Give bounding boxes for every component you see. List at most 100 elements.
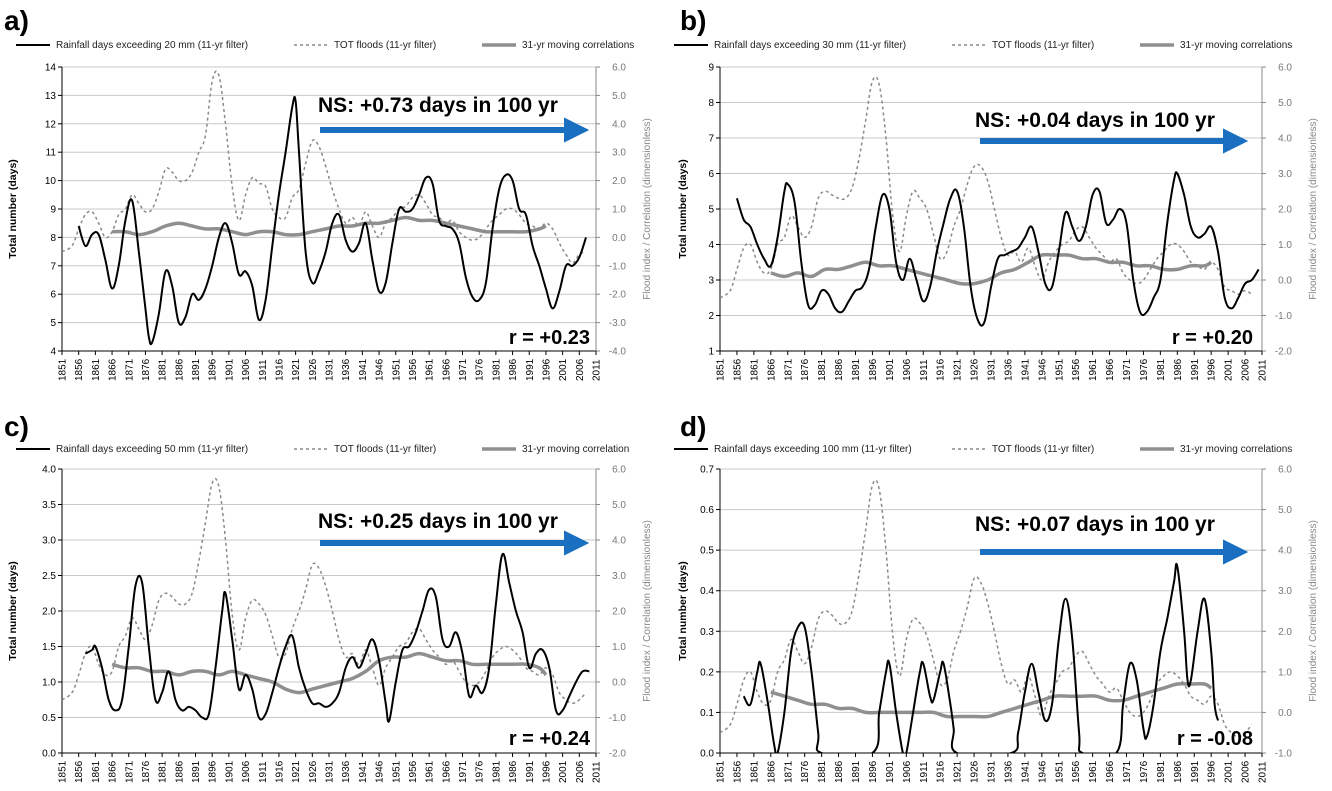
panel-label: a): [4, 5, 29, 36]
x-tick-label: 1936: [1003, 358, 1014, 381]
x-tick-label: 1971: [1122, 358, 1133, 381]
x-tick-label: 1941: [1020, 358, 1031, 381]
y2-tick-label: 2.0: [612, 176, 626, 187]
x-tick-label: 1991: [1190, 760, 1201, 783]
x-tick-label: 2006: [575, 358, 586, 381]
y-tick-label: 0.1: [700, 708, 714, 719]
x-tick-label: 1881: [817, 358, 828, 381]
series-line-floods: [720, 479, 1253, 738]
x-tick-label: 1991: [1190, 358, 1201, 381]
y2-tick-label: 0.0: [1278, 708, 1292, 719]
y2-tick-label: 0.0: [612, 233, 626, 244]
x-tick-label: 1981: [491, 760, 502, 783]
x-tick-label: 1966: [1105, 760, 1116, 783]
x-tick-label: 1916: [274, 358, 285, 381]
x-tick-label: 1996: [1207, 760, 1218, 783]
x-tick-label: 1931: [325, 358, 336, 381]
series-line-floods: [62, 477, 587, 705]
x-tick-label: 1851: [58, 760, 69, 783]
legend-label-rain: Rainfall days exceeding 30 mm (11-yr fil…: [714, 40, 906, 51]
x-tick-label: 1926: [308, 760, 319, 783]
y2-tick-label: 1.0: [612, 642, 626, 653]
legend-label-correlation: 31-yr moving correlations: [522, 40, 634, 51]
y2-tick-label: 6.0: [1278, 465, 1292, 476]
x-tick-label: 1896: [868, 358, 879, 381]
y-tick-label: 6: [50, 290, 56, 301]
y-tick-label: 0.3: [700, 627, 714, 638]
x-tick-label: 1956: [408, 760, 419, 783]
y2-axis-title: Flood index / Correlation (dimensionless…: [1308, 118, 1319, 300]
y2-tick-label: 5.0: [1278, 505, 1292, 516]
x-tick-label: 1996: [541, 760, 552, 783]
x-tick-label: 1856: [74, 760, 85, 783]
x-tick-label: 1996: [1207, 358, 1218, 381]
legend-label-rain: Rainfall days exceeding 100 mm (11-yr fi…: [714, 444, 912, 455]
x-tick-label: 1906: [902, 760, 913, 783]
y-tick-label: 2: [708, 311, 714, 322]
y2-axis-title: Flood index / Correlation (dimensionless…: [642, 118, 653, 300]
y-tick-label: 9: [708, 63, 714, 74]
y2-tick-label: -1.0: [1275, 749, 1293, 760]
y-tick-label: 12: [45, 119, 57, 130]
y2-tick-label: 3.0: [1278, 586, 1292, 597]
x-tick-label: 2006: [1241, 760, 1252, 783]
x-tick-label: 1936: [1003, 760, 1014, 783]
panel-label: c): [4, 411, 29, 442]
panel-label: d): [680, 411, 706, 442]
y2-tick-label: 6.0: [1278, 63, 1292, 74]
correlation-annotation: r = -0.08: [1177, 728, 1253, 750]
x-tick-label: 1851: [58, 358, 69, 381]
x-tick-label: 1921: [953, 760, 964, 783]
y2-tick-label: 3.0: [612, 571, 626, 582]
x-tick-label: 1941: [358, 358, 369, 381]
y-tick-label: 0.4: [700, 586, 714, 597]
x-tick-label: 1931: [987, 760, 998, 783]
x-tick-label: 1921: [291, 760, 302, 783]
x-tick-label: 1916: [936, 358, 947, 381]
x-tick-label: 1956: [1071, 358, 1082, 381]
y2-tick-label: -2.0: [609, 290, 627, 301]
series-line-rainfall: [742, 562, 1219, 753]
y-tick-label: 0.6: [700, 505, 714, 516]
y-tick-label: 13: [45, 91, 57, 102]
trend-annotation: NS: +0.25 days in 100 yr: [318, 510, 558, 533]
y-tick-label: 0.5: [700, 546, 714, 557]
y2-tick-label: 6.0: [612, 465, 626, 476]
x-tick-label: 2011: [1258, 761, 1269, 783]
y-tick-label: 0.7: [700, 465, 714, 476]
panel-a: a) Rainfall days exceeding 20 mm (11-yr f…: [4, 5, 653, 381]
x-tick-label: 1956: [408, 358, 419, 381]
legend-label-floods: TOT floods (11-yr filter): [334, 444, 436, 455]
x-tick-label: 1871: [783, 760, 794, 783]
x-tick-label: 1866: [108, 358, 119, 381]
y-tick-label: 2.0: [42, 607, 56, 618]
x-tick-label: 2001: [558, 358, 569, 381]
x-tick-label: 1931: [325, 760, 336, 783]
series-line-correlation: [770, 252, 1213, 286]
y-tick-label: 3.0: [42, 536, 56, 547]
y2-tick-label: 2.0: [1278, 205, 1292, 216]
x-tick-label: 1921: [953, 358, 964, 381]
x-tick-label: 1966: [1105, 358, 1116, 381]
y-tick-label: 2.5: [42, 571, 56, 582]
x-tick-label: 1886: [834, 358, 845, 381]
x-tick-label: 2006: [575, 760, 586, 783]
x-tick-label: 1961: [425, 760, 436, 783]
x-tick-label: 1971: [458, 760, 469, 783]
x-tick-label: 1916: [936, 760, 947, 783]
legend: Rainfall days exceeding 20 mm (11-yr fil…: [16, 40, 634, 51]
x-tick-label: 2001: [1224, 358, 1235, 381]
x-tick-label: 1951: [1054, 760, 1065, 783]
x-tick-label: 1981: [1156, 760, 1167, 783]
y2-tick-label: 2.0: [612, 607, 626, 618]
x-tick-label: 1901: [224, 760, 235, 783]
y-tick-label: 3.5: [42, 500, 56, 511]
x-tick-label: 1961: [425, 358, 436, 381]
y2-tick-label: 1.0: [1278, 667, 1292, 678]
x-tick-label: 1971: [1122, 760, 1133, 783]
series-line-rainfall: [84, 552, 590, 723]
y2-tick-label: -3.0: [609, 318, 627, 329]
x-tick-label: 1886: [174, 760, 185, 783]
x-tick-label: 1886: [834, 760, 845, 783]
